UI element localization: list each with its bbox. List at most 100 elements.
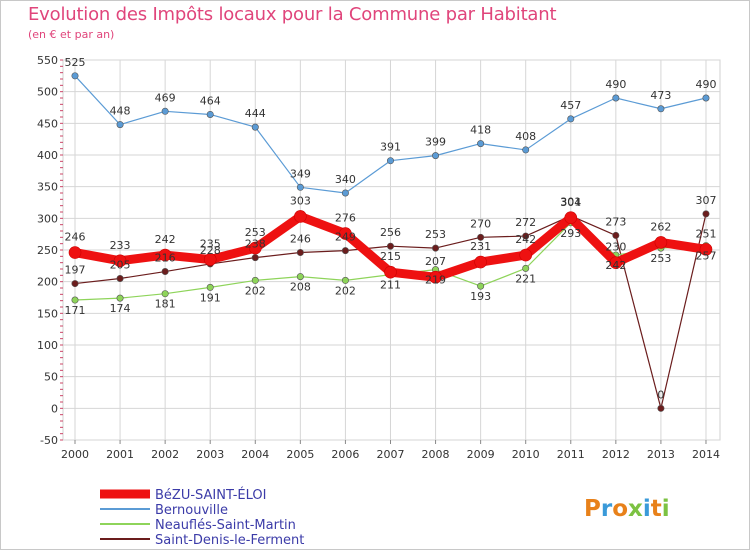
data-point: [386, 242, 394, 250]
data-label: 202: [245, 284, 266, 297]
data-label: 202: [335, 284, 356, 297]
data-label: 304: [560, 196, 581, 209]
y-tick-label: 0: [51, 402, 58, 415]
data-point: [432, 152, 440, 160]
x-tick-label: 2009: [467, 448, 495, 461]
x-tick-label: 2002: [151, 448, 179, 461]
data-point: [612, 94, 620, 102]
data-point: [432, 244, 440, 252]
data-label: 340: [335, 173, 356, 186]
data-label: 473: [650, 89, 671, 102]
data-point: [158, 248, 172, 262]
data-label: 448: [110, 105, 131, 118]
data-label: 293: [560, 227, 581, 240]
data-point: [206, 283, 214, 291]
data-point: [203, 253, 217, 266]
data-point: [522, 146, 530, 154]
y-tick-label: 450: [37, 117, 58, 130]
data-point: [477, 233, 485, 241]
data-point: [341, 247, 349, 255]
data-point: [567, 115, 575, 123]
data-label: 246: [290, 233, 311, 246]
data-label: 174: [110, 302, 131, 315]
data-label: 253: [650, 252, 671, 265]
data-point: [116, 121, 124, 129]
data-point: [71, 280, 79, 288]
data-point: [116, 274, 124, 282]
data-label: 208: [290, 281, 311, 294]
y-tick-label: 250: [37, 244, 58, 257]
legend-label: Neauflés-Saint-Martin: [155, 518, 296, 533]
data-point: [474, 255, 487, 269]
data-label: 238: [245, 238, 266, 251]
data-label: 391: [380, 141, 401, 154]
grid: [62, 59, 721, 441]
data-point: [477, 140, 485, 148]
y-tick-label: -50: [40, 434, 58, 447]
legend: BéZU-SAINT-ÉLOIBernouvilleNeauflés-Saint…: [100, 487, 304, 548]
data-point: [296, 249, 304, 257]
x-tick-label: 2005: [286, 448, 314, 461]
page-title: Evolution des Impôts locaux pour la Comm…: [28, 4, 557, 25]
y-tick-label: 50: [44, 371, 58, 384]
data-point: [71, 296, 79, 304]
legend-label: BéZU-SAINT-ÉLOI: [155, 487, 266, 503]
data-label: 242: [515, 233, 536, 246]
y-tick-label: 100: [37, 339, 58, 352]
data-label: 171: [65, 304, 86, 317]
y-tick-label: 200: [37, 276, 58, 289]
data-label: 205: [110, 259, 131, 272]
data-point: [519, 248, 533, 262]
data-label: 181: [155, 298, 176, 311]
y-tick-label: 350: [37, 181, 58, 194]
data-point: [71, 72, 79, 80]
data-label: 272: [515, 216, 536, 229]
data-point: [429, 270, 442, 284]
data-label: 408: [515, 130, 536, 143]
proxiti-logo: Proxiti: [584, 496, 670, 522]
data-label: 191: [200, 291, 221, 304]
data-point: [161, 268, 169, 276]
data-point: [296, 183, 304, 191]
series-lines: [68, 72, 713, 412]
x-tick-label: 2013: [647, 448, 675, 461]
x-tick-label: 2014: [692, 448, 720, 461]
x-tick-label: 2012: [602, 448, 630, 461]
data-label: 256: [380, 226, 401, 239]
y-tick-label: 300: [37, 212, 58, 225]
y-tick-label: 400: [37, 149, 58, 162]
data-point: [341, 276, 349, 284]
brand-text: Proxiti: [584, 496, 670, 522]
data-label: 211: [380, 279, 401, 292]
y-tick-label: 550: [37, 54, 58, 67]
data-label: 490: [605, 78, 626, 91]
data-label: 444: [245, 107, 266, 120]
data-point: [654, 236, 668, 249]
data-point: [522, 264, 530, 272]
data-label: 399: [425, 136, 446, 149]
data-point: [68, 246, 82, 259]
data-point: [341, 189, 349, 197]
data-point: [161, 290, 169, 298]
axes: -50 0 50 100 150 200 250 300 350 400 450 500 550 2000…: [37, 54, 720, 461]
data-point: [702, 94, 710, 102]
legend-label: Bernouville: [155, 503, 228, 518]
data-point: [251, 254, 259, 262]
data-point: [657, 105, 665, 113]
legend-label: Saint-Denis-le-Ferment: [155, 533, 304, 548]
data-point: [564, 211, 578, 224]
data-point: [657, 404, 665, 412]
data-point: [251, 276, 259, 284]
data-point: [113, 254, 127, 268]
data-label: 418: [470, 124, 491, 137]
data-point: [161, 107, 169, 115]
data-point: [294, 210, 307, 223]
data-point: [296, 273, 304, 281]
y-tick-label: 500: [37, 86, 58, 99]
data-label: 228: [200, 244, 221, 257]
data-label: 469: [155, 91, 176, 104]
data-label: 253: [425, 228, 446, 241]
data-label: 193: [470, 290, 491, 303]
data-label: 490: [695, 78, 716, 91]
data-label: 207: [425, 255, 446, 268]
